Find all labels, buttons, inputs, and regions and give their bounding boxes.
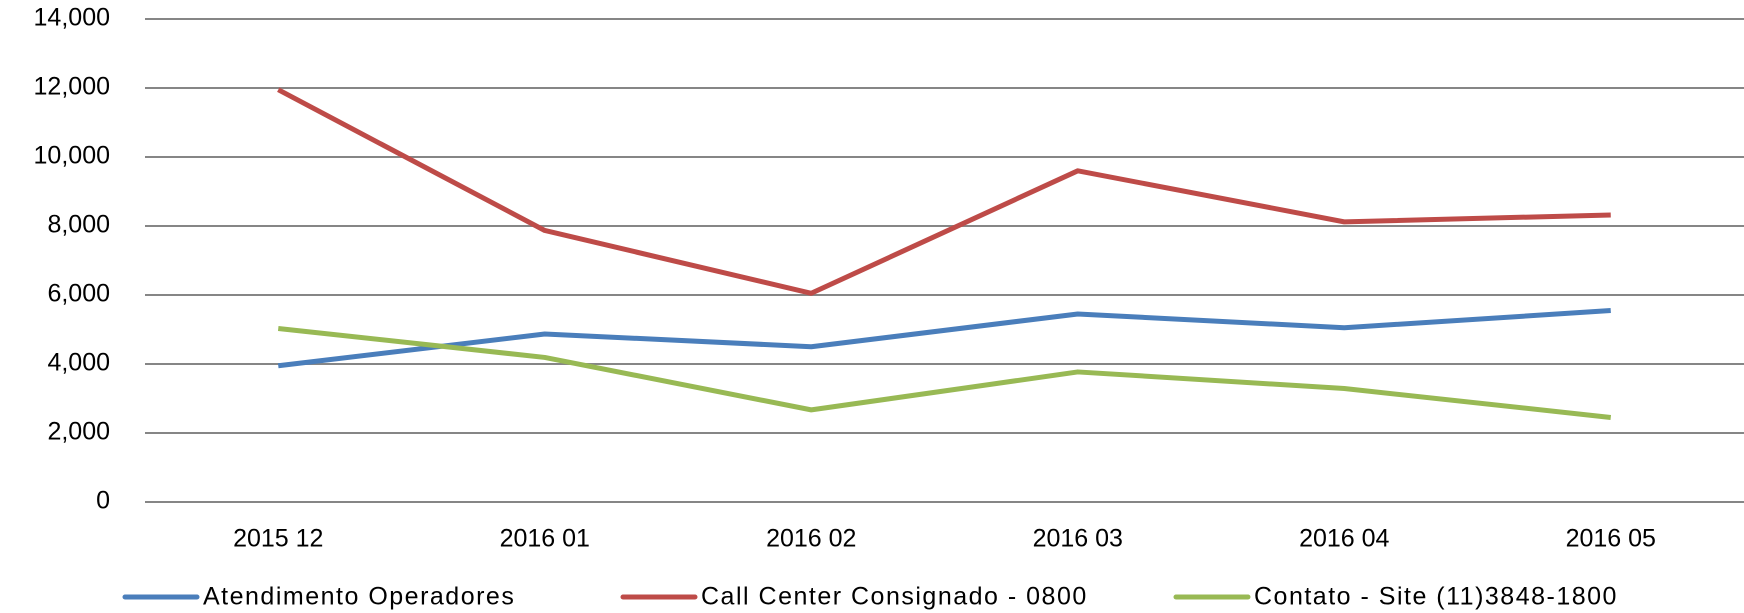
legend-label: Contato - Site (11)3848-1800 (1254, 583, 1618, 611)
y-tick-label: 6,000 (47, 280, 110, 308)
x-tick-label: 2016 01 (500, 525, 590, 553)
legend-label: Atendimento Operadores (203, 583, 515, 611)
y-tick-label: 4,000 (47, 349, 110, 377)
y-tick-label: 10,000 (34, 142, 110, 170)
y-tick-label: 8,000 (47, 211, 110, 239)
x-tick-label: 2016 04 (1299, 525, 1389, 553)
y-tick-label: 14,000 (34, 4, 110, 32)
data-line (277, 325, 1612, 420)
x-tick-label: 2016 02 (766, 525, 856, 553)
y-tick-label: 0 (96, 487, 110, 515)
x-tick-label: 2016 03 (1033, 525, 1123, 553)
y-tick-label: 12,000 (34, 73, 110, 101)
x-tick-label: 2016 05 (1566, 525, 1656, 553)
data-line (277, 87, 1611, 296)
data-line (277, 308, 1611, 369)
y-tick-label: 2,000 (47, 418, 110, 446)
legend-label: Call Center Consignado - 0800 (701, 583, 1088, 611)
x-tick-label: 2015 12 (233, 525, 323, 553)
